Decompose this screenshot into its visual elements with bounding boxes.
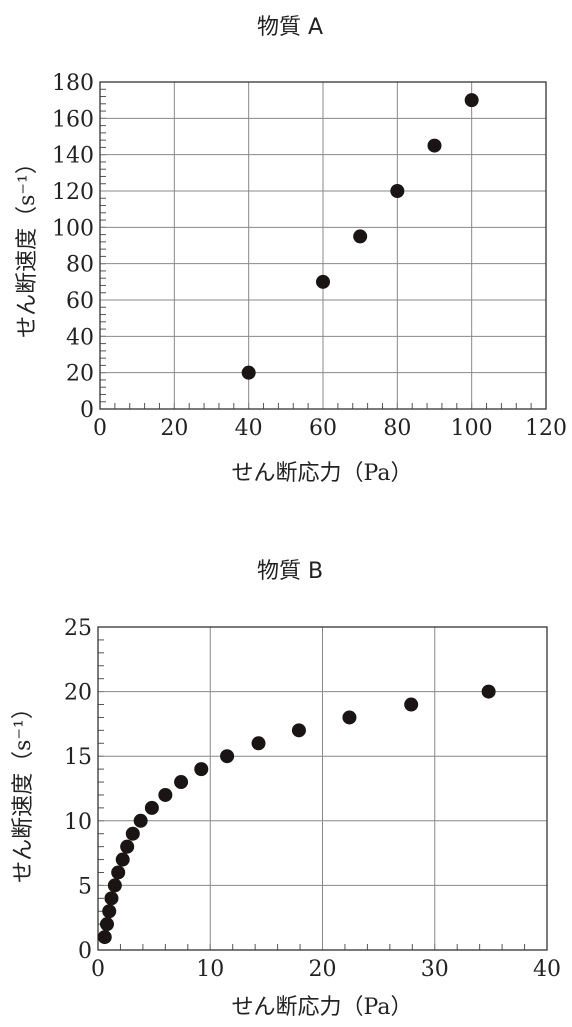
data-point [353,229,368,244]
chart-title: 物質 B [257,559,323,584]
data-point [102,904,117,919]
data-point [390,184,405,198]
y-tick-labels: 0 5 10 15 20 25 [64,616,92,964]
y-tick-label: 60 [66,289,94,314]
data-point [120,839,135,854]
data-point [158,787,173,802]
y-axis-label: せん断速度（s⁻¹） [15,152,40,338]
plot-frame [97,626,548,951]
data-point [220,749,235,764]
y-tick-label: 80 [66,253,94,278]
data-point [111,865,126,880]
chart-substance-b: 物質 B 0 10 20 30 40 0 5 10 15 20 25 せん断応力（Pa） せん断速… [11,559,561,1020]
y-tick-label: 0 [78,939,92,964]
x-tick-label: 60 [309,416,337,441]
data-point [291,723,306,738]
y-tick-label: 120 [52,180,94,205]
y-tick-label: 15 [64,745,92,770]
data-points [241,93,479,380]
data-point [104,891,119,906]
x-tick-label: 40 [235,416,263,441]
data-point [481,684,496,699]
x-tick-label: 40 [533,957,561,982]
grid-lines [99,81,547,410]
x-tick-label: 10 [196,957,224,982]
x-tick-label: 30 [421,957,449,982]
x-tick-labels: 0 20 40 60 80 100 120 [93,416,567,441]
y-tick-label: 140 [52,144,94,169]
data-point [404,697,419,712]
data-point [316,274,330,289]
data-point [107,878,122,893]
y-tick-label: 100 [52,216,94,241]
data-points [97,684,496,945]
data-point [251,736,266,751]
y-axis-label: せん断速度（s⁻¹） [11,697,36,883]
y-tick-label: 20 [64,681,92,706]
x-tick-label: 120 [525,416,567,441]
x-tick-label: 100 [451,416,493,441]
x-tick-label: 20 [160,416,188,441]
data-point [342,710,357,725]
data-point [241,365,256,380]
y-tick-label: 20 [66,362,94,387]
y-tick-label: 40 [66,325,94,350]
x-axis-label: せん断応力（Pa） [232,461,413,486]
data-point [174,775,189,790]
data-point [464,93,479,108]
data-point [194,762,209,777]
y-tick-labels: 0 20 40 60 80 100 120 140 160 180 [52,71,94,423]
plot-frame [99,81,547,410]
y-tick-label: 25 [64,616,92,641]
y-tick-label: 0 [80,398,94,423]
y-tick-label: 160 [52,107,94,132]
data-point [125,826,140,841]
y-tick-label: 5 [78,874,92,899]
chart-title: 物質 A [257,15,323,40]
y-tick-label: 10 [64,810,92,835]
x-tick-labels: 0 10 20 30 40 [91,957,561,982]
data-point [144,800,159,815]
x-tick-label: 0 [93,416,107,441]
x-tick-label: 0 [91,957,105,982]
x-axis-label: せん断応力（Pa） [232,995,413,1020]
data-point [133,813,148,828]
chart-substance-a: 物質 A 0 20 40 60 80 100 120 0 20 40 60 80 100 120 140 1… [15,15,567,486]
x-tick-label: 20 [309,957,337,982]
data-point [115,852,130,867]
data-point [99,917,114,932]
y-tick-label: 180 [52,71,94,96]
data-point [97,930,112,945]
data-point [427,138,442,153]
x-tick-label: 80 [383,416,411,441]
